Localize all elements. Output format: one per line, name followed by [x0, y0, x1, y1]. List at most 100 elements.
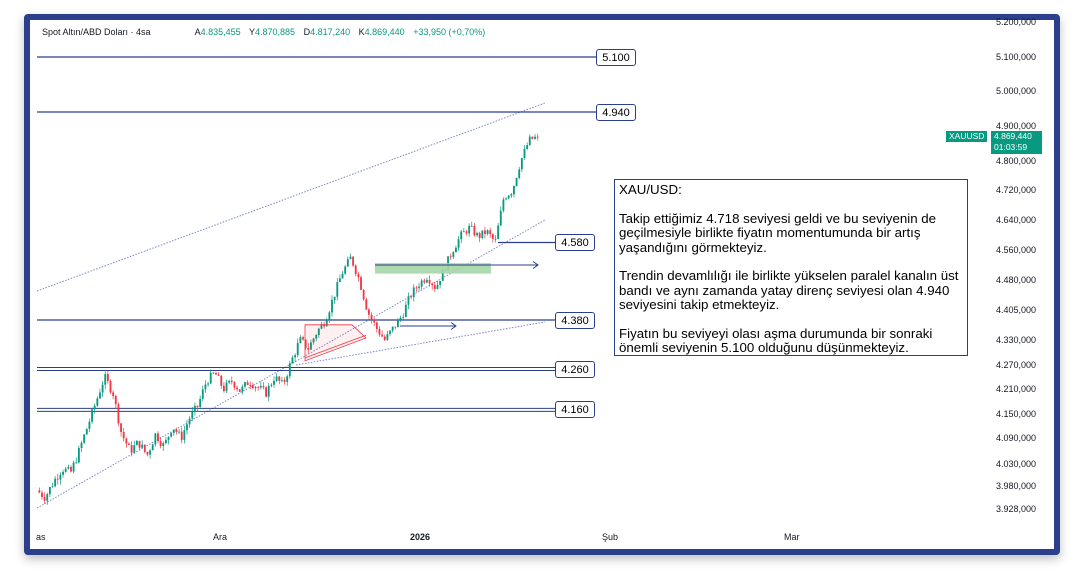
- candle-body: [344, 266, 347, 274]
- candle-body: [125, 438, 128, 444]
- level-label: 4.260: [555, 360, 595, 378]
- candle-body: [455, 247, 457, 253]
- bar-countdown: 01:03:59: [994, 142, 1028, 152]
- candle-body: [241, 386, 244, 392]
- candle-body: [138, 440, 141, 448]
- y-tick-label: 4.030,000: [996, 459, 1036, 469]
- candle-body: [418, 286, 420, 289]
- candle-body: [468, 225, 471, 234]
- candle-body: [236, 387, 239, 390]
- analysis-note: XAU/USD: Takip ettiğimiz 4.718 seviyesi …: [614, 179, 968, 356]
- candle-body: [238, 389, 241, 392]
- y-tick-label: 4.720,000: [996, 185, 1036, 195]
- candle-body: [273, 380, 275, 385]
- candle-body: [397, 319, 399, 328]
- level-label: 5.100: [596, 48, 636, 66]
- x-tick-label: Şub: [602, 532, 618, 542]
- candle-body: [460, 231, 463, 240]
- candle-body: [299, 337, 302, 344]
- candle-body: [315, 335, 318, 339]
- candle-body: [149, 450, 151, 455]
- candle-body: [133, 445, 136, 453]
- candle-body: [283, 379, 286, 382]
- candle-body: [320, 324, 323, 329]
- candle-body: [370, 314, 373, 320]
- note-paragraph-1: Takip ettiğimiz 4.718 seviyesi geldi ve …: [619, 210, 937, 255]
- horizontal-levels: [37, 56, 596, 412]
- arrow-head: [532, 261, 539, 269]
- candle-body: [534, 136, 536, 139]
- y-tick-label: 4.800,000: [996, 156, 1036, 166]
- candle-body: [407, 296, 410, 305]
- candle-body: [96, 398, 99, 406]
- y-tick-label: 4.900,000: [996, 121, 1036, 131]
- candle-body: [88, 421, 91, 429]
- candle-body: [257, 387, 260, 388]
- candle-body: [188, 418, 191, 425]
- candle-body: [104, 374, 107, 385]
- candle-body: [146, 451, 149, 455]
- candle-body: [99, 392, 101, 399]
- candle-body: [228, 380, 231, 383]
- candle-body: [193, 405, 196, 412]
- candle-body: [354, 265, 357, 275]
- y-tick-label: 4.560,000: [996, 245, 1036, 255]
- candle-body: [246, 382, 249, 386]
- change-value: +33,950 (+0,70%): [413, 27, 486, 37]
- note-paragraph-2: Trendin devamlılığı ile birlikte yüksele…: [619, 268, 959, 312]
- high-value: 4.870,885: [255, 27, 296, 37]
- close-label: K: [358, 27, 365, 37]
- candle-body: [428, 279, 431, 284]
- last-price-box: 4.869,440 01:03:59: [991, 131, 1042, 154]
- candle-body: [389, 330, 391, 334]
- candle-body: [186, 424, 188, 431]
- y-tick-label: 4.210,000: [996, 384, 1036, 394]
- candle-body: [494, 238, 497, 240]
- candle-body: [476, 233, 478, 236]
- candle-body: [404, 304, 407, 317]
- candle-body: [180, 431, 183, 440]
- candle-body: [151, 444, 154, 451]
- candle-body: [85, 428, 88, 435]
- drawings: [304, 261, 539, 362]
- candle-body: [526, 145, 529, 149]
- candle-body: [520, 158, 523, 170]
- candle-body: [391, 326, 394, 331]
- triangle-pattern: [304, 324, 367, 362]
- candle-body: [452, 252, 455, 257]
- candle-body: [244, 382, 246, 387]
- x-tick-label: 2026: [410, 532, 430, 542]
- candle-body: [449, 256, 452, 258]
- candle-body: [117, 404, 120, 424]
- open-value: 4.835,455: [200, 27, 241, 37]
- arrow-head: [450, 322, 457, 330]
- candle-body: [38, 490, 41, 493]
- candle-body: [515, 177, 518, 186]
- candle-body: [436, 284, 439, 289]
- level-label: 4.380: [555, 311, 595, 329]
- candle-body: [331, 299, 333, 313]
- candle-body: [433, 285, 436, 289]
- candle-body: [410, 296, 413, 298]
- candle-body: [56, 478, 59, 480]
- candle-body: [225, 382, 228, 392]
- candle-body: [199, 398, 202, 407]
- candle-body: [357, 274, 360, 278]
- candle-body: [93, 405, 96, 410]
- candle-body: [502, 199, 505, 211]
- candle-body: [486, 230, 489, 234]
- triangle-line: [304, 334, 367, 359]
- candle-body: [457, 239, 460, 248]
- candle-body: [141, 444, 144, 448]
- candle-body: [465, 231, 468, 234]
- candle-body: [304, 339, 307, 348]
- candle-body: [83, 434, 86, 443]
- candle-body: [470, 225, 473, 227]
- candle-body: [172, 429, 175, 433]
- candle-body: [164, 439, 167, 444]
- candle-body: [48, 486, 51, 495]
- candle-body: [120, 423, 122, 432]
- y-tick-label: 4.480,000: [996, 275, 1036, 285]
- candle-body: [278, 376, 281, 381]
